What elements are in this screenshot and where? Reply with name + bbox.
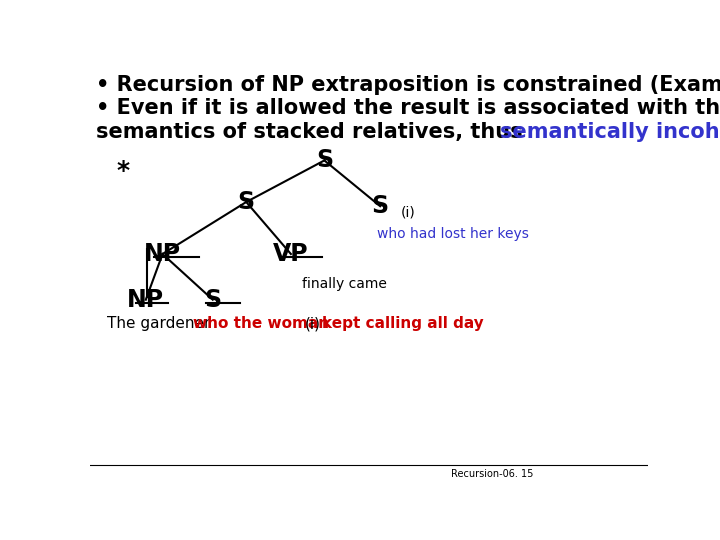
Text: • Recursion of NP extraposition is constrained (Example 1): • Recursion of NP extraposition is const… bbox=[96, 75, 720, 95]
Text: S: S bbox=[372, 194, 389, 218]
Text: The gardener: The gardener bbox=[107, 316, 210, 332]
Text: VP: VP bbox=[273, 242, 309, 266]
Text: S: S bbox=[238, 190, 255, 214]
Text: *: * bbox=[117, 159, 130, 183]
Text: NP: NP bbox=[144, 242, 181, 266]
Text: Recursion-06. 15: Recursion-06. 15 bbox=[451, 469, 533, 479]
Text: (i): (i) bbox=[305, 316, 321, 332]
Text: semantics of stacked relatives, thus: semantics of stacked relatives, thus bbox=[96, 122, 529, 142]
Text: who had lost her keys: who had lost her keys bbox=[377, 227, 529, 241]
Text: S: S bbox=[204, 288, 221, 312]
Text: kept calling all day: kept calling all day bbox=[322, 316, 483, 332]
Text: who the woman: who the woman bbox=[193, 316, 329, 332]
Text: semantically incoherent: semantically incoherent bbox=[500, 122, 720, 142]
Text: finally came: finally came bbox=[302, 277, 387, 291]
Text: • Even if it is allowed the result is associated with the: • Even if it is allowed the result is as… bbox=[96, 98, 720, 118]
Text: (i): (i) bbox=[401, 205, 415, 219]
Text: NP: NP bbox=[127, 288, 164, 312]
Text: S: S bbox=[316, 148, 333, 172]
